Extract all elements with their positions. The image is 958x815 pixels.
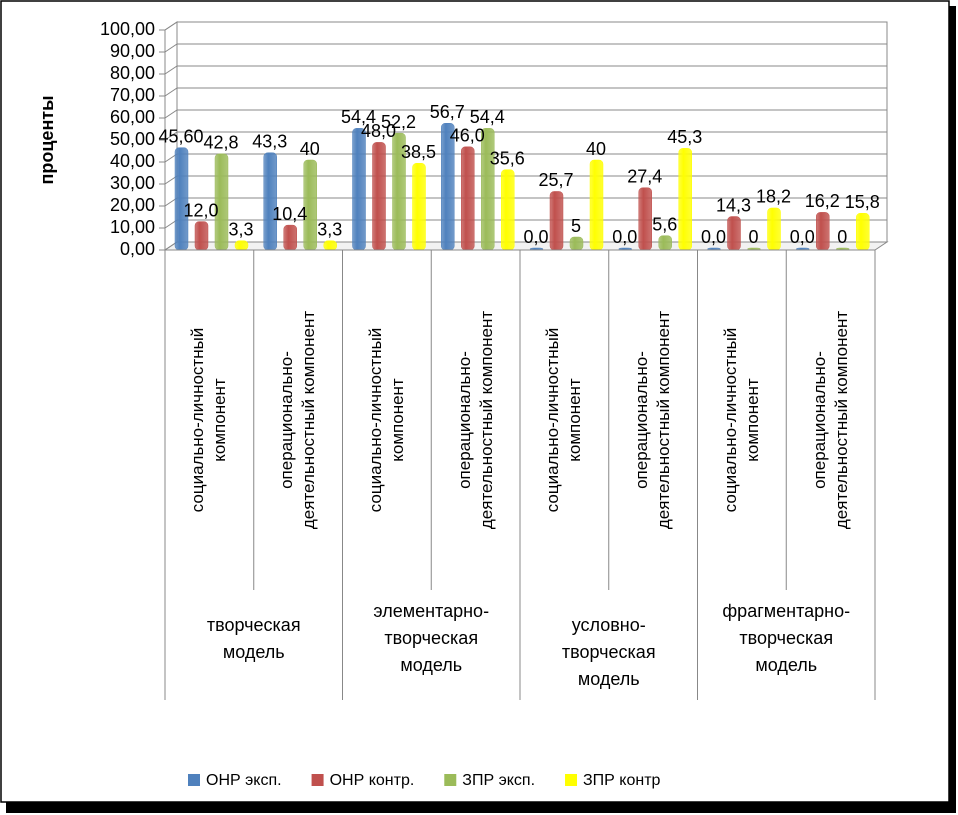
value-label: 0,0 bbox=[701, 227, 726, 247]
bar bbox=[283, 224, 297, 251]
legend-swatch bbox=[188, 774, 200, 786]
y-tick-label: 100,00 bbox=[100, 19, 155, 39]
bar bbox=[767, 207, 781, 251]
x-tick-label: социально-личностный компонент bbox=[720, 327, 762, 513]
bar bbox=[501, 169, 515, 251]
bar bbox=[638, 187, 652, 251]
value-label: 5 bbox=[571, 216, 581, 236]
value-label: 5,6 bbox=[652, 214, 677, 234]
legend-label: ЗПР эксп. bbox=[462, 772, 535, 789]
value-label: 52,2 bbox=[381, 112, 416, 132]
grid-line bbox=[164, 109, 887, 119]
value-label: 38,5 bbox=[401, 142, 436, 162]
value-label: 0,0 bbox=[612, 227, 637, 247]
bar bbox=[194, 221, 209, 251]
bar bbox=[569, 236, 584, 251]
value-label: 0,0 bbox=[523, 227, 548, 247]
value-label: 16,2 bbox=[805, 191, 840, 211]
legend-label: ОНР эксп. bbox=[206, 772, 282, 789]
y-tick-label: 70,00 bbox=[110, 85, 155, 105]
bar bbox=[589, 159, 604, 251]
x-tick-label: операционально-деятельностный компонент bbox=[632, 310, 674, 530]
value-label: 40 bbox=[300, 139, 320, 159]
value-label: 18,2 bbox=[756, 187, 791, 207]
value-label: 45,3 bbox=[667, 127, 702, 147]
y-tick-label: 20,00 bbox=[110, 195, 155, 215]
value-label: 14,3 bbox=[716, 195, 751, 215]
value-label: 3,3 bbox=[317, 219, 342, 239]
group-label: творческая модель bbox=[206, 615, 301, 662]
y-tick-label: 50,00 bbox=[110, 129, 155, 149]
value-label: 35,6 bbox=[490, 148, 525, 168]
value-label: 27,4 bbox=[627, 166, 662, 186]
bar bbox=[234, 240, 249, 251]
bar bbox=[323, 240, 337, 251]
value-label: 54,4 bbox=[470, 107, 505, 127]
y-tick-label: 0,00 bbox=[120, 239, 155, 259]
bar bbox=[816, 212, 830, 251]
value-label: 46,0 bbox=[450, 126, 485, 146]
y-tick-label: 30,00 bbox=[110, 173, 155, 193]
value-label: 10,4 bbox=[272, 204, 307, 224]
bar bbox=[549, 191, 564, 251]
legend-label: ЗПР контр bbox=[583, 772, 661, 789]
x-tick-label: социально-личностный компонент bbox=[543, 327, 585, 513]
grid-line bbox=[164, 21, 887, 31]
group-label: фрагментарно-творческая модель bbox=[722, 601, 851, 675]
y-tick-label: 80,00 bbox=[110, 63, 155, 83]
y-axis-label: проценты bbox=[37, 96, 57, 185]
value-label: 56,7 bbox=[430, 102, 465, 122]
value-label: 25,7 bbox=[538, 170, 573, 190]
bar bbox=[678, 148, 692, 251]
value-label: 12,0 bbox=[183, 200, 218, 220]
y-tick-label: 40,00 bbox=[110, 151, 155, 171]
y-tick-label: 90,00 bbox=[110, 41, 155, 61]
group-label: условно-творческая модель bbox=[561, 615, 656, 689]
grid-line bbox=[164, 87, 887, 97]
bar bbox=[263, 152, 277, 251]
legend-swatch bbox=[565, 774, 578, 786]
bar bbox=[412, 163, 426, 251]
x-tick-label: операционально-деятельностный компонент bbox=[809, 310, 851, 530]
grid-line bbox=[164, 131, 887, 141]
legend-label: ОНР контр. bbox=[330, 772, 415, 789]
grid-line bbox=[164, 43, 887, 53]
grid-line bbox=[164, 65, 887, 75]
x-tick-label: социально-личностный компонент bbox=[188, 327, 230, 513]
value-label: 48,0 bbox=[361, 121, 396, 141]
value-label: 54,4 bbox=[341, 107, 376, 127]
bar bbox=[481, 128, 495, 251]
x-tick-label: операционально-деятельностный компонент bbox=[277, 310, 319, 530]
value-label: 42,8 bbox=[203, 133, 238, 153]
bar bbox=[372, 142, 386, 251]
y-tick-label: 10,00 bbox=[110, 217, 155, 237]
value-label: 45,60 bbox=[158, 126, 203, 146]
bar bbox=[658, 235, 672, 251]
value-label: 40 bbox=[586, 139, 606, 159]
group-label: элементарно-творческая модель bbox=[373, 601, 490, 675]
value-label: 0 bbox=[837, 227, 847, 247]
bar bbox=[352, 128, 366, 251]
y-tick-label: 60,00 bbox=[110, 107, 155, 127]
value-label: 3,3 bbox=[228, 219, 253, 239]
bar bbox=[461, 146, 475, 251]
legend-swatch bbox=[444, 774, 457, 786]
legend-swatch bbox=[311, 774, 324, 786]
bar bbox=[174, 147, 189, 251]
value-label: 15,8 bbox=[845, 192, 880, 212]
x-tick-label: социально-личностный компонент bbox=[365, 327, 407, 513]
value-label: 43,3 bbox=[252, 131, 287, 151]
value-label: 0,0 bbox=[790, 227, 815, 247]
bar bbox=[856, 212, 870, 251]
value-label: 0 bbox=[748, 227, 758, 247]
x-tick-label: операционально-деятельностный компонент bbox=[454, 310, 496, 530]
bar bbox=[727, 216, 741, 251]
